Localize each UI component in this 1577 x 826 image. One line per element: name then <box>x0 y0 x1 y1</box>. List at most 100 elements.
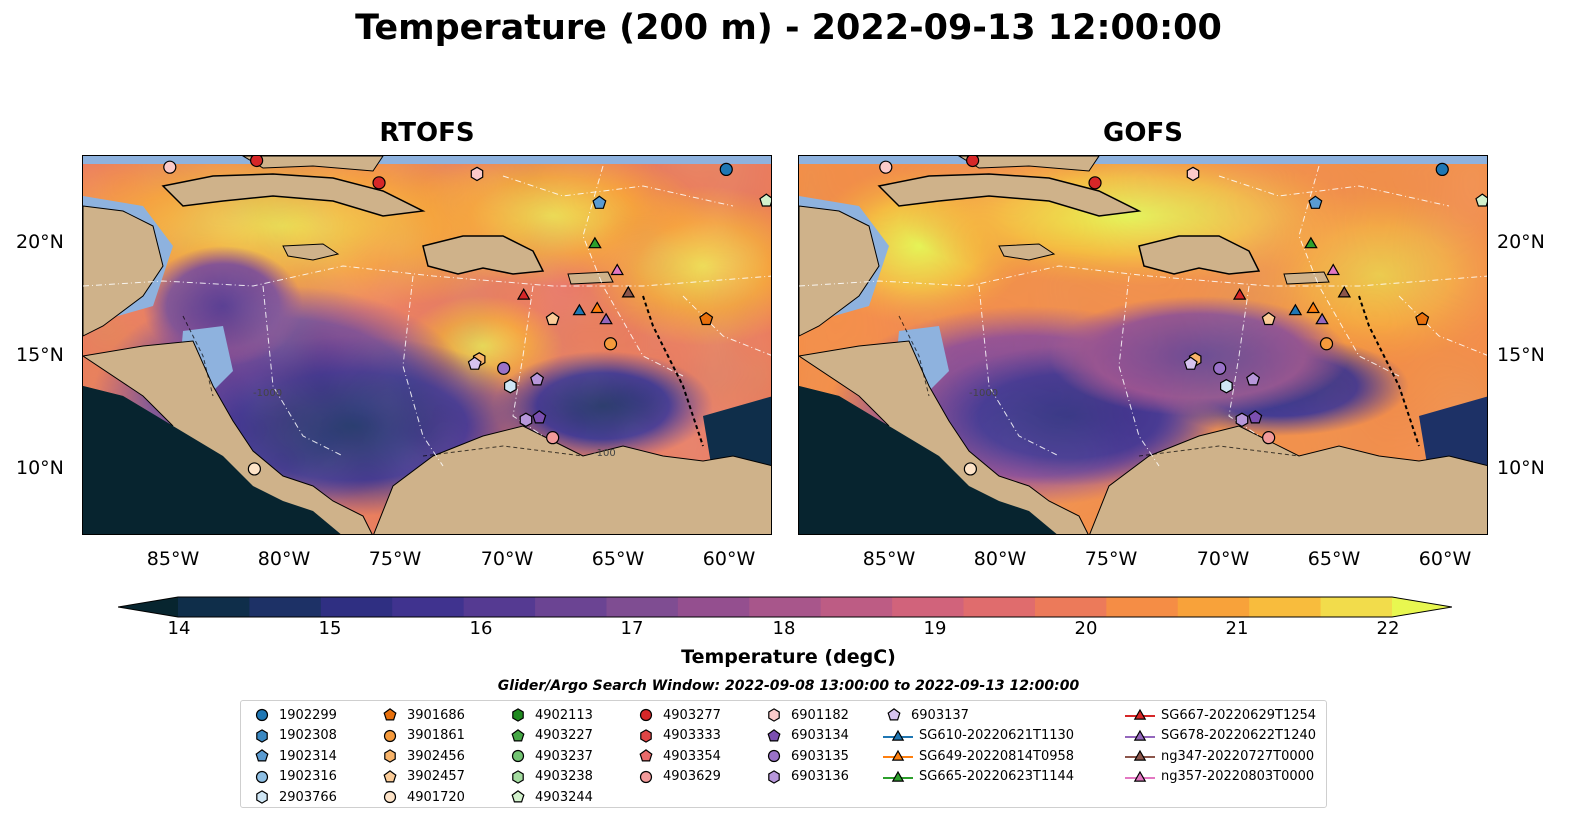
observation-triangle-marker <box>588 236 602 249</box>
observation-pentagon-marker <box>1308 195 1323 209</box>
triangle-icon <box>883 770 913 782</box>
panel-title-rtofs: RTOFS <box>379 118 475 148</box>
circle-icon <box>255 770 269 783</box>
observation-hexagon-marker <box>519 412 533 428</box>
observation-pentagon-marker <box>1261 311 1276 326</box>
lat-label-10n: 10°N <box>16 457 64 479</box>
lon-label-70w-right: 70°W <box>1196 548 1250 570</box>
lesser-antilles <box>1358 295 1420 447</box>
triangle-icon <box>1125 708 1155 720</box>
lon-label-85w-right: 85°W <box>862 548 916 570</box>
colorbar-segment <box>677 597 750 617</box>
hexagon-icon <box>512 708 524 722</box>
legend-item-label: 4903277 <box>663 707 721 723</box>
legend-item-label: SG678-20220622T1240 <box>1161 728 1317 743</box>
lon-label-75w-right: 75°W <box>1084 548 1138 570</box>
circle-icon <box>511 749 525 763</box>
legend-item-label: 4902113 <box>535 707 593 723</box>
legend-item: 6903136 <box>763 767 849 787</box>
observation-circle-marker <box>719 162 733 177</box>
lon-label-60w-right: 60°W <box>1418 548 1472 570</box>
observation-pentagon-marker <box>699 311 714 326</box>
legend-item: 6903135 <box>763 746 849 766</box>
hexagon-icon <box>384 749 396 763</box>
legend-item: 4903333 <box>635 726 721 746</box>
hexagon-icon <box>768 769 780 784</box>
observation-triangle-marker <box>1232 287 1247 300</box>
colorbar-extend-min <box>118 597 178 617</box>
observation-triangle-marker <box>1315 312 1329 325</box>
legend-item: SG649-20220814T0958 <box>883 746 1074 766</box>
triangle-icon <box>883 749 913 761</box>
observation-circle-marker <box>247 462 261 476</box>
legend-item: ng347-20220727T0000 <box>1125 746 1314 766</box>
lat-label-20n: 20°N <box>16 231 64 253</box>
colorbar-segment <box>463 597 536 617</box>
colorbar-tick: 19 <box>923 618 947 639</box>
triangle-icon <box>1125 729 1155 741</box>
colorbar-segment <box>963 597 1036 617</box>
observation-pentagon-marker <box>759 193 771 207</box>
observation-circle-marker <box>1319 337 1334 351</box>
observation-pentagon-marker <box>545 311 560 326</box>
colorbar-segment <box>535 597 607 617</box>
legend-item: 6903134 <box>763 726 849 746</box>
colorbar-tick: 16 <box>469 618 493 639</box>
legend-item: 3901686 <box>379 705 465 725</box>
circle-icon <box>383 729 397 742</box>
land-south-america <box>1089 425 1487 534</box>
lat-label-15n: 15°N <box>16 344 64 366</box>
observation-circle-marker <box>1435 162 1449 177</box>
legend-item: 4903238 <box>507 767 593 787</box>
shelf-region <box>83 156 771 164</box>
observation-pentagon-marker <box>530 372 545 386</box>
legend-item-label: 1902308 <box>279 728 337 743</box>
pentagon-icon <box>511 728 525 741</box>
legend-item-label: 1902314 <box>279 748 337 764</box>
legend-item-label: SG667-20220629T1254 <box>1161 707 1317 723</box>
legend-item: SG665-20220623T1144 <box>883 767 1074 787</box>
observation-triangle-marker <box>621 285 636 298</box>
colorbar-tick: 21 <box>1225 618 1249 639</box>
observation-circle-marker <box>372 176 386 190</box>
legend-item-label: ng347-20220727T0000 <box>1161 748 1315 764</box>
legend-item-label: 3901686 <box>407 707 465 723</box>
legend-item-label: SG665-20220623T1144 <box>919 769 1075 784</box>
circle-icon <box>639 708 653 722</box>
observation-pentagon-marker <box>1246 372 1261 386</box>
map-canvas-gofs: -1000 <box>799 156 1487 534</box>
legend-item: SG678-20220622T1240 <box>1125 726 1316 746</box>
observation-triangle-marker <box>516 287 531 300</box>
pentagon-icon <box>383 708 397 721</box>
colorbar-segment <box>1320 597 1393 617</box>
pentagon-icon <box>887 708 901 721</box>
figure-title: Temperature (200 m) - 2022-09-13 12:00:0… <box>355 8 1222 48</box>
legend-item-label: 4903244 <box>535 789 593 805</box>
colorbar-segment <box>178 597 250 617</box>
colorbar-tick: 18 <box>772 618 796 639</box>
eez-boundaries <box>83 165 771 467</box>
circle-icon <box>383 790 397 804</box>
pentagon-icon <box>639 749 653 762</box>
observation-circle-marker <box>1088 176 1102 190</box>
legend-item: 4903354 <box>635 746 721 766</box>
observation-pentagon-marker <box>1475 193 1487 207</box>
lon-label-75w: 75°W <box>368 548 422 570</box>
observation-markers <box>163 156 771 476</box>
hexagon-icon <box>256 790 268 804</box>
lon-label-65w-right: 65°W <box>1307 548 1361 570</box>
legend-item: 4901720 <box>379 787 465 807</box>
circle-icon <box>767 749 781 763</box>
land-hispaniola <box>1138 235 1261 275</box>
isobath-contours <box>182 315 584 457</box>
observation-pentagon-marker <box>1248 410 1263 424</box>
observation-circle-marker <box>1262 431 1276 445</box>
hexagon-icon <box>640 728 652 743</box>
colorbar-graphic <box>117 596 1453 618</box>
legend-item: 6901182 <box>763 705 849 725</box>
lon-label-85w: 85°W <box>146 548 200 570</box>
legend-item-label: 6903137 <box>911 707 969 723</box>
map-panel-rtofs: -1000 -100 <box>82 155 772 535</box>
legend-item-label: 6901182 <box>791 707 849 723</box>
contour-label: -1000 <box>969 388 998 399</box>
